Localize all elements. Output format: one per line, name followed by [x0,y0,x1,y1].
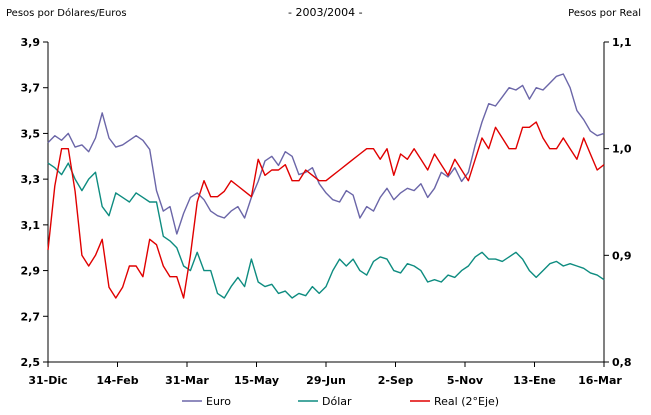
x-tick-label: 31-Dic [28,374,67,387]
left-tick-label: 3,3 [21,173,41,186]
series-lines [47,73,605,299]
right-tick-label: 1,0 [612,143,632,156]
x-tick-label: 29-Jun [306,374,346,387]
left-tick-label: 2,5 [21,356,41,369]
legend-label: Real (2°Eje) [434,395,499,408]
x-tick-label: 13-Ene [513,374,556,387]
series-line-0 [47,73,605,235]
right-tick-label: 0,8 [612,356,632,369]
x-tick-label: 15-May [234,374,279,387]
x-tick-label: 16-Mar [578,374,622,387]
left-tick-label: 2,7 [21,310,41,323]
legend-label: Euro [206,395,231,408]
axes [43,41,609,367]
legend-label: Dólar [322,395,352,408]
left-tick-label: 3,7 [21,82,41,95]
x-tick-label: 31-Mar [165,374,209,387]
right-axis-label: Pesos por Real [568,8,641,19]
left-tick-label: 3,1 [21,219,41,232]
chart-subtitle: - 2003/2004 - [288,6,363,19]
x-tick-label: 14-Feb [96,374,138,387]
left-tick-label: 3,9 [21,36,41,49]
left-tick-label: 2,9 [21,265,41,278]
tick-labels: 2,5 2,7 2,9 3,1 3,3 3,5 3,7 3,9 0,8 0,9 1,0 1,1 31-D… [21,36,632,387]
left-axis-label: Pesos por Dólares/Euros [6,8,127,19]
legend: Euro Dólar Real (2°Eje) [182,395,499,408]
left-tick-label: 3,5 [21,127,41,140]
right-tick-label: 0,9 [612,249,632,262]
x-tick-label: 5-Nov [447,374,484,387]
right-tick-label: 1,1 [612,36,632,49]
x-tick-label: 2-Sep [378,374,414,387]
series-line-1 [47,162,605,299]
series-line-2 [47,121,605,299]
